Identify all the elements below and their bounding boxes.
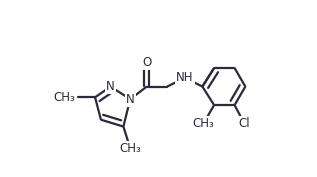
Text: O: O bbox=[142, 56, 152, 69]
Text: CH₃: CH₃ bbox=[54, 91, 75, 104]
Text: CH₃: CH₃ bbox=[119, 142, 141, 155]
Text: CH₃: CH₃ bbox=[192, 117, 214, 130]
Text: Cl: Cl bbox=[238, 117, 250, 130]
Text: N: N bbox=[126, 93, 135, 106]
Text: NH: NH bbox=[176, 71, 194, 84]
Text: N: N bbox=[106, 80, 115, 93]
